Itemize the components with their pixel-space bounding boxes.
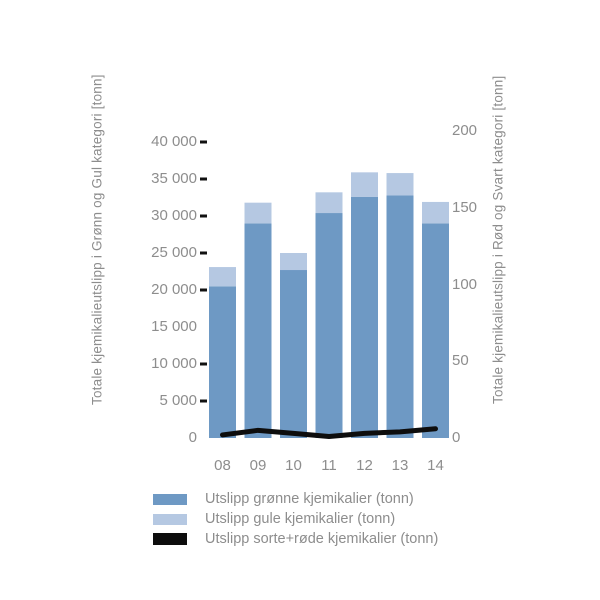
legend-swatch-yellow-chemicals (153, 513, 187, 525)
bar-yellow-12 (351, 172, 378, 197)
right-tick-label-200: 200 (452, 122, 478, 139)
legend-row-yellow: Utslipp gule kjemikalier (tonn) (153, 511, 438, 527)
bar-green-11 (315, 213, 343, 438)
left-tick-label-30000: 30 000 (151, 207, 197, 224)
bar-yellow-08 (209, 267, 236, 287)
legend-label-green-chemicals: Utslipp grønne kjemikalier (tonn) (205, 491, 414, 507)
x-label-09: 09 (249, 457, 267, 474)
left-axis-tick-mark-25000 (200, 251, 207, 255)
left-axis-tick-mark-30000 (200, 214, 207, 218)
left-axis-tick-mark-20000 (200, 288, 207, 292)
x-label-10: 10 (285, 457, 302, 474)
legend-label-yellow-chemicals: Utslipp gule kjemikalier (tonn) (205, 511, 396, 527)
left-tick-label-15000: 15 000 (151, 318, 197, 335)
legend: Utslipp grønne kjemikalier (tonn) Utslip… (153, 491, 438, 547)
left-tick-label-35000: 35 000 (151, 170, 197, 187)
left-tick-label-20000: 20 000 (151, 281, 197, 298)
bar-green-09 (244, 223, 272, 438)
left-tick-label-25000: 25 000 (151, 244, 197, 261)
line-black-red-emissions (220, 426, 438, 439)
bar-green-10 (280, 270, 307, 438)
legend-swatch-green-chemicals (153, 493, 187, 505)
right-tick-label-100: 100 (452, 275, 478, 293)
bar-yellow-11 (315, 192, 343, 214)
bar-yellow-10 (280, 253, 307, 271)
y-axis-label-right: Totale kjemikalieutslipp i Rød og Svart … (490, 75, 506, 405)
legend-row-green: Utslipp grønne kjemikalier (tonn) (153, 491, 438, 507)
legend-swatch-black-red-chemicals (153, 533, 187, 545)
bar-yellow-13 (386, 173, 414, 196)
right-tick-label-150: 150 (452, 198, 478, 216)
x-label-14: 14 (427, 457, 444, 474)
bar-yellow-09 (244, 202, 272, 224)
bar-yellow-14 (422, 201, 449, 224)
x-label-12: 12 (356, 457, 373, 474)
bar-green-12 (351, 196, 378, 438)
legend-label-black-red-chemicals: Utslipp sorte+røde kjemikalier (tonn) (205, 531, 439, 547)
left-axis-tick-mark-35000 (200, 177, 207, 181)
bar-green-08 (209, 286, 236, 438)
x-label-11: 11 (321, 457, 337, 474)
bar-green-13 (386, 195, 414, 438)
right-tick-label-50: 50 (452, 352, 469, 370)
bar-green-14 (422, 223, 449, 438)
left-tick-label-5000: 5 000 (159, 392, 197, 409)
left-axis-tick-mark-10000 (200, 362, 207, 366)
y-axis-label-left: Totale kjemikalieutslipp i Grønn og Gul … (89, 74, 105, 406)
left-tick-label-40000: 40 000 (151, 133, 197, 150)
left-tick-label-10000: 10 000 (151, 355, 197, 372)
left-axis-tick-mark-5000 (200, 399, 207, 403)
x-label-13: 13 (391, 457, 409, 474)
left-axis-tick-mark-40000 (200, 140, 207, 144)
x-label-08: 08 (214, 457, 231, 474)
right-tick-label-0: 0 (452, 429, 461, 446)
legend-row-black-red: Utslipp sorte+røde kjemikalier (tonn) (153, 531, 438, 547)
left-tick-label-0: 0 (188, 429, 197, 446)
